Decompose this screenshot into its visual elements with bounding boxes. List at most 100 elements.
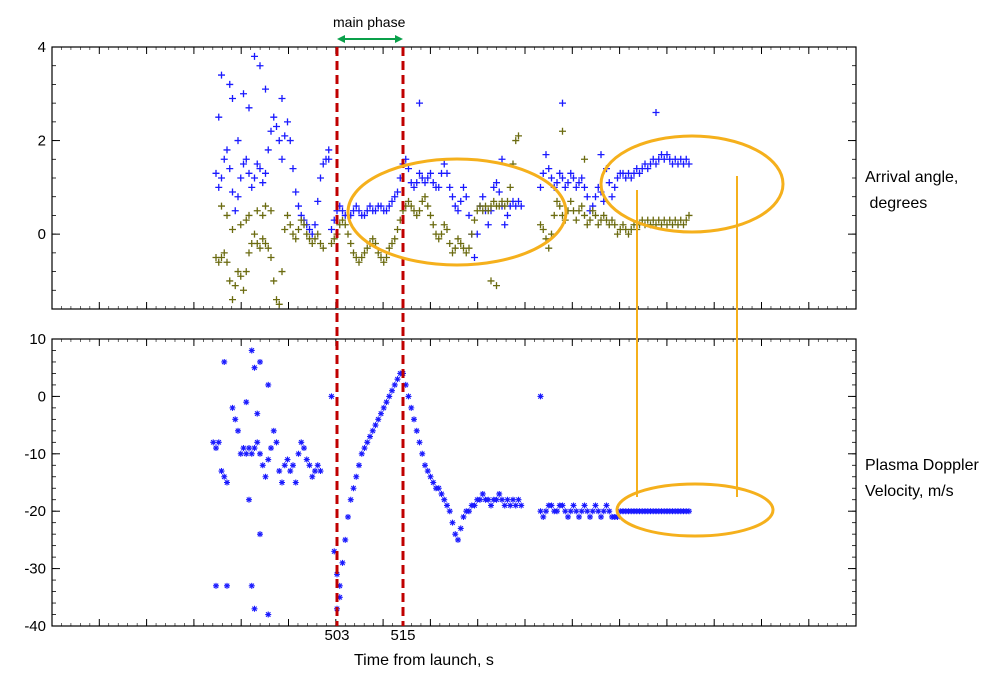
top-point	[372, 207, 379, 215]
top-point	[286, 137, 294, 145]
top-point	[614, 174, 621, 182]
top-point	[218, 202, 225, 210]
main-phase-label: main phase	[333, 14, 406, 30]
bottom-point	[312, 468, 318, 475]
top-point	[262, 240, 269, 247]
bottom-point	[229, 404, 236, 411]
top-point	[556, 169, 564, 177]
bottom-point	[378, 410, 384, 417]
top-point	[435, 235, 443, 243]
top-point	[501, 202, 509, 210]
top-point	[625, 230, 632, 238]
top-point	[471, 216, 478, 224]
bottom-point	[408, 404, 415, 411]
top-point	[454, 235, 462, 243]
top-point	[267, 254, 275, 262]
bottom-point	[331, 548, 338, 555]
top-point	[388, 197, 396, 205]
bottom-tick-labels: -40 -30 -20 -10 0 10 503 515	[24, 331, 415, 644]
bottom-point	[265, 381, 272, 388]
top-point	[215, 258, 223, 266]
top-point	[380, 258, 388, 266]
bottom-point	[246, 445, 252, 452]
top-point	[465, 211, 473, 219]
top-point	[240, 90, 247, 98]
top-point	[462, 249, 470, 257]
bottom-point	[419, 450, 426, 457]
top-point	[273, 123, 280, 131]
top-point	[262, 202, 269, 210]
bottom-point	[232, 416, 239, 423]
top-point	[391, 235, 399, 243]
bottom-point	[559, 502, 566, 509]
top-point	[589, 207, 597, 215]
bottom-point	[254, 410, 261, 417]
bottom-point	[537, 508, 544, 515]
top-point	[295, 202, 302, 210]
bottom-point	[251, 364, 258, 371]
top-point	[317, 174, 324, 182]
top-point	[237, 272, 245, 280]
top-point	[394, 188, 401, 196]
top-point	[240, 286, 247, 294]
top-point	[237, 174, 245, 182]
top-point	[542, 151, 550, 159]
bottom-point	[276, 468, 283, 475]
top-point	[592, 193, 599, 201]
top-point	[275, 137, 283, 145]
bottom-point	[383, 399, 390, 406]
top-point	[251, 52, 258, 60]
top-point	[245, 104, 253, 112]
top-point	[256, 244, 264, 252]
top-series-1	[212, 127, 693, 308]
top-point	[278, 94, 286, 102]
bottom-point	[578, 508, 585, 515]
bottom-point	[339, 559, 346, 566]
bottom-point	[435, 485, 442, 492]
top-point	[220, 249, 228, 257]
bottom-point	[540, 513, 547, 520]
top-point	[220, 155, 228, 163]
top-point	[405, 165, 412, 173]
highlight-ellipses	[346, 134, 785, 538]
top-point	[242, 216, 250, 224]
bottom-point	[603, 502, 610, 509]
top-point	[435, 183, 443, 191]
bottom-point	[303, 456, 310, 463]
bottom-point	[240, 445, 247, 452]
top-point	[416, 169, 423, 177]
top-point	[594, 221, 602, 229]
top-point	[652, 109, 660, 116]
top-point	[256, 165, 264, 173]
top-point	[215, 183, 223, 191]
bottom-point	[292, 479, 299, 486]
top-point	[424, 202, 432, 210]
top-point	[394, 225, 401, 233]
top-point	[358, 254, 366, 262]
top-point	[245, 249, 253, 257]
bottom-ytick-label: 10	[29, 331, 46, 348]
bottom-point	[213, 445, 219, 452]
bottom-point	[457, 525, 464, 532]
top-point	[223, 146, 231, 154]
top-point	[273, 296, 280, 304]
bottom-point	[499, 496, 505, 503]
top-point	[319, 160, 327, 168]
bottom-point	[295, 450, 302, 457]
top-point	[410, 183, 418, 191]
bottom-ylabel-line-1: Plasma Doppler	[865, 457, 980, 474]
top-point	[275, 300, 283, 308]
bottom-point	[565, 513, 571, 520]
bottom-plot-frame	[51, 338, 857, 627]
top-point	[361, 211, 368, 219]
top-point	[281, 132, 289, 140]
bottom-point	[309, 473, 316, 480]
top-point	[454, 207, 462, 215]
top-point	[253, 240, 261, 247]
top-point	[289, 165, 297, 173]
top-point	[289, 230, 297, 238]
highlight-ellipse-top-right	[599, 134, 785, 234]
top-point	[446, 240, 454, 247]
bottom-point	[268, 445, 274, 452]
bottom-point	[317, 468, 324, 475]
